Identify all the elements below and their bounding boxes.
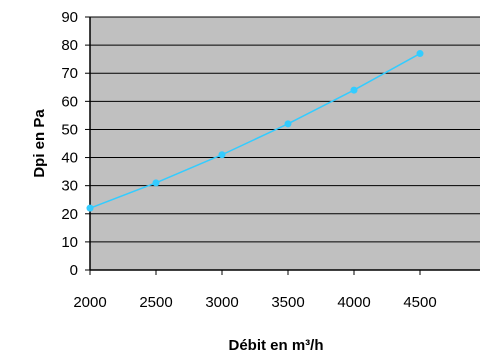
- data-point: [350, 86, 358, 94]
- series-line: [89, 52, 421, 209]
- data-point: [416, 50, 424, 58]
- x-tick-label: 2000: [73, 294, 106, 311]
- plot-area: [90, 17, 480, 270]
- y-tick-label: 70: [61, 65, 78, 82]
- data-point: [218, 151, 226, 159]
- y-tick-label: 40: [61, 150, 78, 167]
- y-tick-labels: 0 10 20 30 40 50 60 70 80 90: [61, 9, 78, 279]
- x-axis-label: Débit en m³/h: [228, 337, 323, 354]
- axes: [85, 16, 480, 275]
- x-tick-label: 4500: [403, 294, 436, 311]
- data-point: [86, 204, 94, 212]
- x-tick-label: 3000: [205, 294, 238, 311]
- y-axis-label: Dpi en Pa: [31, 109, 48, 178]
- x-tick-label: 2500: [139, 294, 172, 311]
- series-group: [86, 50, 424, 212]
- y-tick-label: 20: [61, 206, 78, 223]
- y-tick-label: 80: [61, 37, 78, 54]
- x-tick-label: 4000: [337, 294, 370, 311]
- data-point: [152, 179, 160, 187]
- y-tick-label: 50: [61, 121, 78, 138]
- y-tick-label: 90: [61, 9, 78, 26]
- y-tick-label: 60: [61, 93, 78, 110]
- data-point: [284, 120, 292, 128]
- y-tick-label: 30: [61, 178, 78, 195]
- y-tick-label: 10: [61, 234, 78, 251]
- x-tick-label: 3500: [271, 294, 304, 311]
- x-tick-labels: 2000 2500 3000 3500 4000 4500: [73, 294, 436, 311]
- y-tick-label: 0: [70, 262, 78, 279]
